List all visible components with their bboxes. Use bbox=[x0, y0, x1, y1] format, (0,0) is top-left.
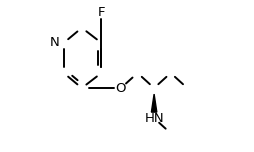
Text: O: O bbox=[116, 82, 126, 95]
Polygon shape bbox=[151, 94, 157, 112]
Text: HN: HN bbox=[144, 112, 164, 125]
Text: F: F bbox=[98, 6, 105, 19]
Text: N: N bbox=[50, 36, 60, 49]
